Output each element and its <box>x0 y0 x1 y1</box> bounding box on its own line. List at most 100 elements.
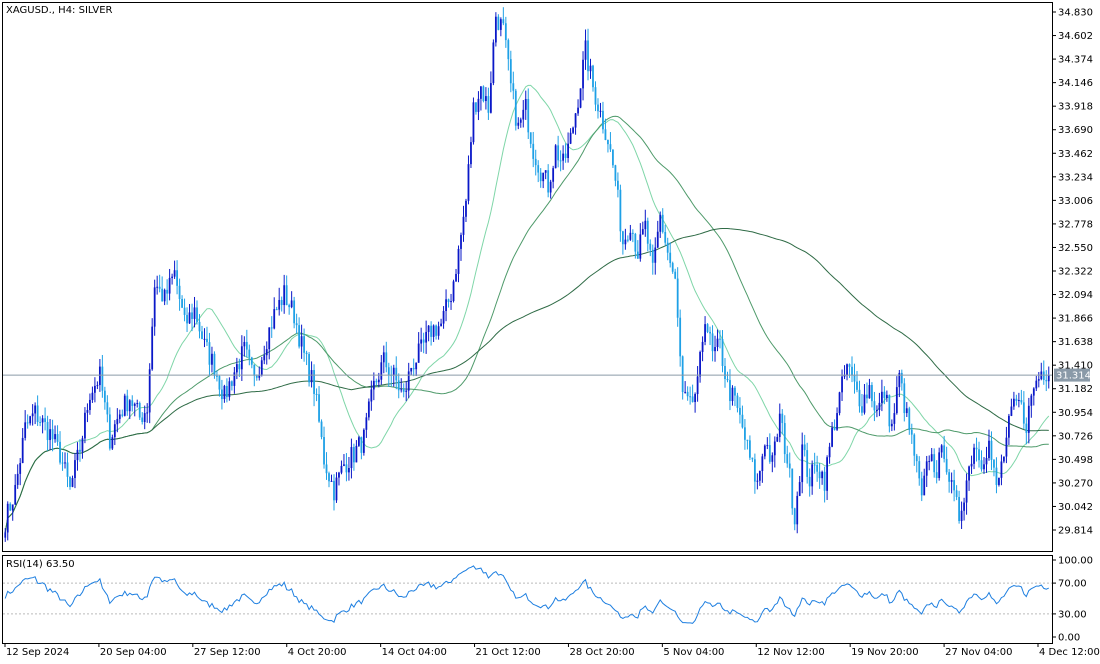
candle-body <box>552 168 555 182</box>
candle-body <box>181 298 183 308</box>
candle-body <box>472 102 475 143</box>
candle-body <box>223 385 226 400</box>
candle-body <box>485 96 487 102</box>
candle-body <box>382 352 385 363</box>
price-tick-label: 33.690 <box>1058 125 1093 136</box>
candle-body <box>397 380 400 391</box>
candle-body <box>482 86 485 102</box>
candle-body <box>106 402 109 415</box>
candle-body <box>415 362 418 370</box>
candle-body <box>462 216 465 235</box>
candle-body <box>597 104 599 112</box>
candle-body <box>238 364 241 370</box>
candle-body <box>512 83 515 91</box>
candle-body <box>310 370 313 383</box>
candle-body <box>781 413 784 424</box>
candle-body <box>547 170 550 193</box>
candle-body <box>935 472 938 478</box>
candle-body <box>783 423 786 455</box>
candle-body <box>228 381 231 398</box>
candle-body <box>161 288 164 302</box>
candle-body <box>432 325 435 337</box>
price-tick-label: 31.638 <box>1058 337 1093 348</box>
candle-body <box>557 145 560 161</box>
candle-body <box>567 143 569 158</box>
candle-body <box>338 472 340 478</box>
candle-body <box>1035 380 1038 389</box>
candle-body <box>686 391 689 397</box>
candle-body <box>208 342 211 365</box>
candle-body <box>798 482 801 496</box>
candle-body <box>654 247 657 263</box>
candle-body <box>542 172 545 182</box>
candle-body <box>305 352 308 355</box>
candle-body <box>1003 456 1005 462</box>
candle-body <box>141 417 144 423</box>
candle-body <box>353 447 355 463</box>
time-tick-label: 21 Oct 12:00 <box>476 647 541 658</box>
candle-body <box>908 408 911 430</box>
candle-body <box>509 59 512 84</box>
candle-body <box>746 439 749 441</box>
candle-body <box>343 464 345 466</box>
candle-body <box>370 389 373 402</box>
time-tick-label: 19 Nov 20:00 <box>851 647 918 658</box>
candle-body <box>684 391 687 393</box>
candle-body <box>243 341 246 347</box>
candle-body <box>529 132 532 144</box>
candle-body <box>716 338 719 348</box>
candle-body <box>664 231 667 243</box>
price-tick-label: 33.006 <box>1058 196 1093 207</box>
candle-body <box>357 437 360 446</box>
candle-body <box>218 376 221 390</box>
candle-body <box>788 463 791 469</box>
candle-body <box>355 445 358 463</box>
candle-body <box>577 107 579 114</box>
candle-body <box>925 461 928 476</box>
candle-body <box>626 239 629 241</box>
candle-body <box>953 480 956 491</box>
candle-body <box>868 385 871 399</box>
candle-body <box>1022 402 1025 424</box>
price-tick-label: 30.726 <box>1058 431 1093 442</box>
candle-body <box>880 391 883 403</box>
candle-body <box>435 325 437 336</box>
candle-body <box>562 153 565 161</box>
candle-body <box>499 19 502 30</box>
candle-body <box>176 270 178 286</box>
candle-body <box>544 170 547 173</box>
candle-body <box>910 429 913 435</box>
candle-body <box>61 462 64 464</box>
candle-body <box>422 339 425 343</box>
candle-body <box>362 429 365 453</box>
candle-body <box>609 144 612 150</box>
candle-body <box>101 366 104 391</box>
price-tick-label: 34.374 <box>1058 55 1093 66</box>
candle-body <box>450 301 452 303</box>
time-axis: 12 Sep 2024 20 Sep 04:00 27 Sep 12:00 4 Oct… <box>4 643 1100 658</box>
candle-body <box>81 438 84 452</box>
candle-body <box>776 437 779 442</box>
candle-body <box>1000 461 1003 478</box>
candle-body <box>367 401 370 418</box>
candle-body <box>1027 405 1030 433</box>
candle-body <box>763 445 766 457</box>
candle-body <box>206 338 208 343</box>
candle-body <box>288 305 291 308</box>
candle-body <box>973 447 975 464</box>
candle-body <box>519 119 522 123</box>
candle-body <box>9 503 12 511</box>
time-tick-label: 4 Oct 20:00 <box>288 647 347 658</box>
time-tick-label: 12 Nov 12:00 <box>757 647 824 658</box>
candle-body <box>260 360 263 375</box>
candle-body <box>983 464 985 470</box>
candle-body <box>985 458 988 465</box>
candle-body <box>216 375 218 377</box>
candle-body <box>701 341 704 352</box>
candle-body <box>240 346 243 370</box>
rsi-label: RSI(14) 63.50 <box>6 559 75 570</box>
candle-body <box>988 440 990 459</box>
candle-body <box>574 113 577 128</box>
candle-body <box>649 243 652 250</box>
